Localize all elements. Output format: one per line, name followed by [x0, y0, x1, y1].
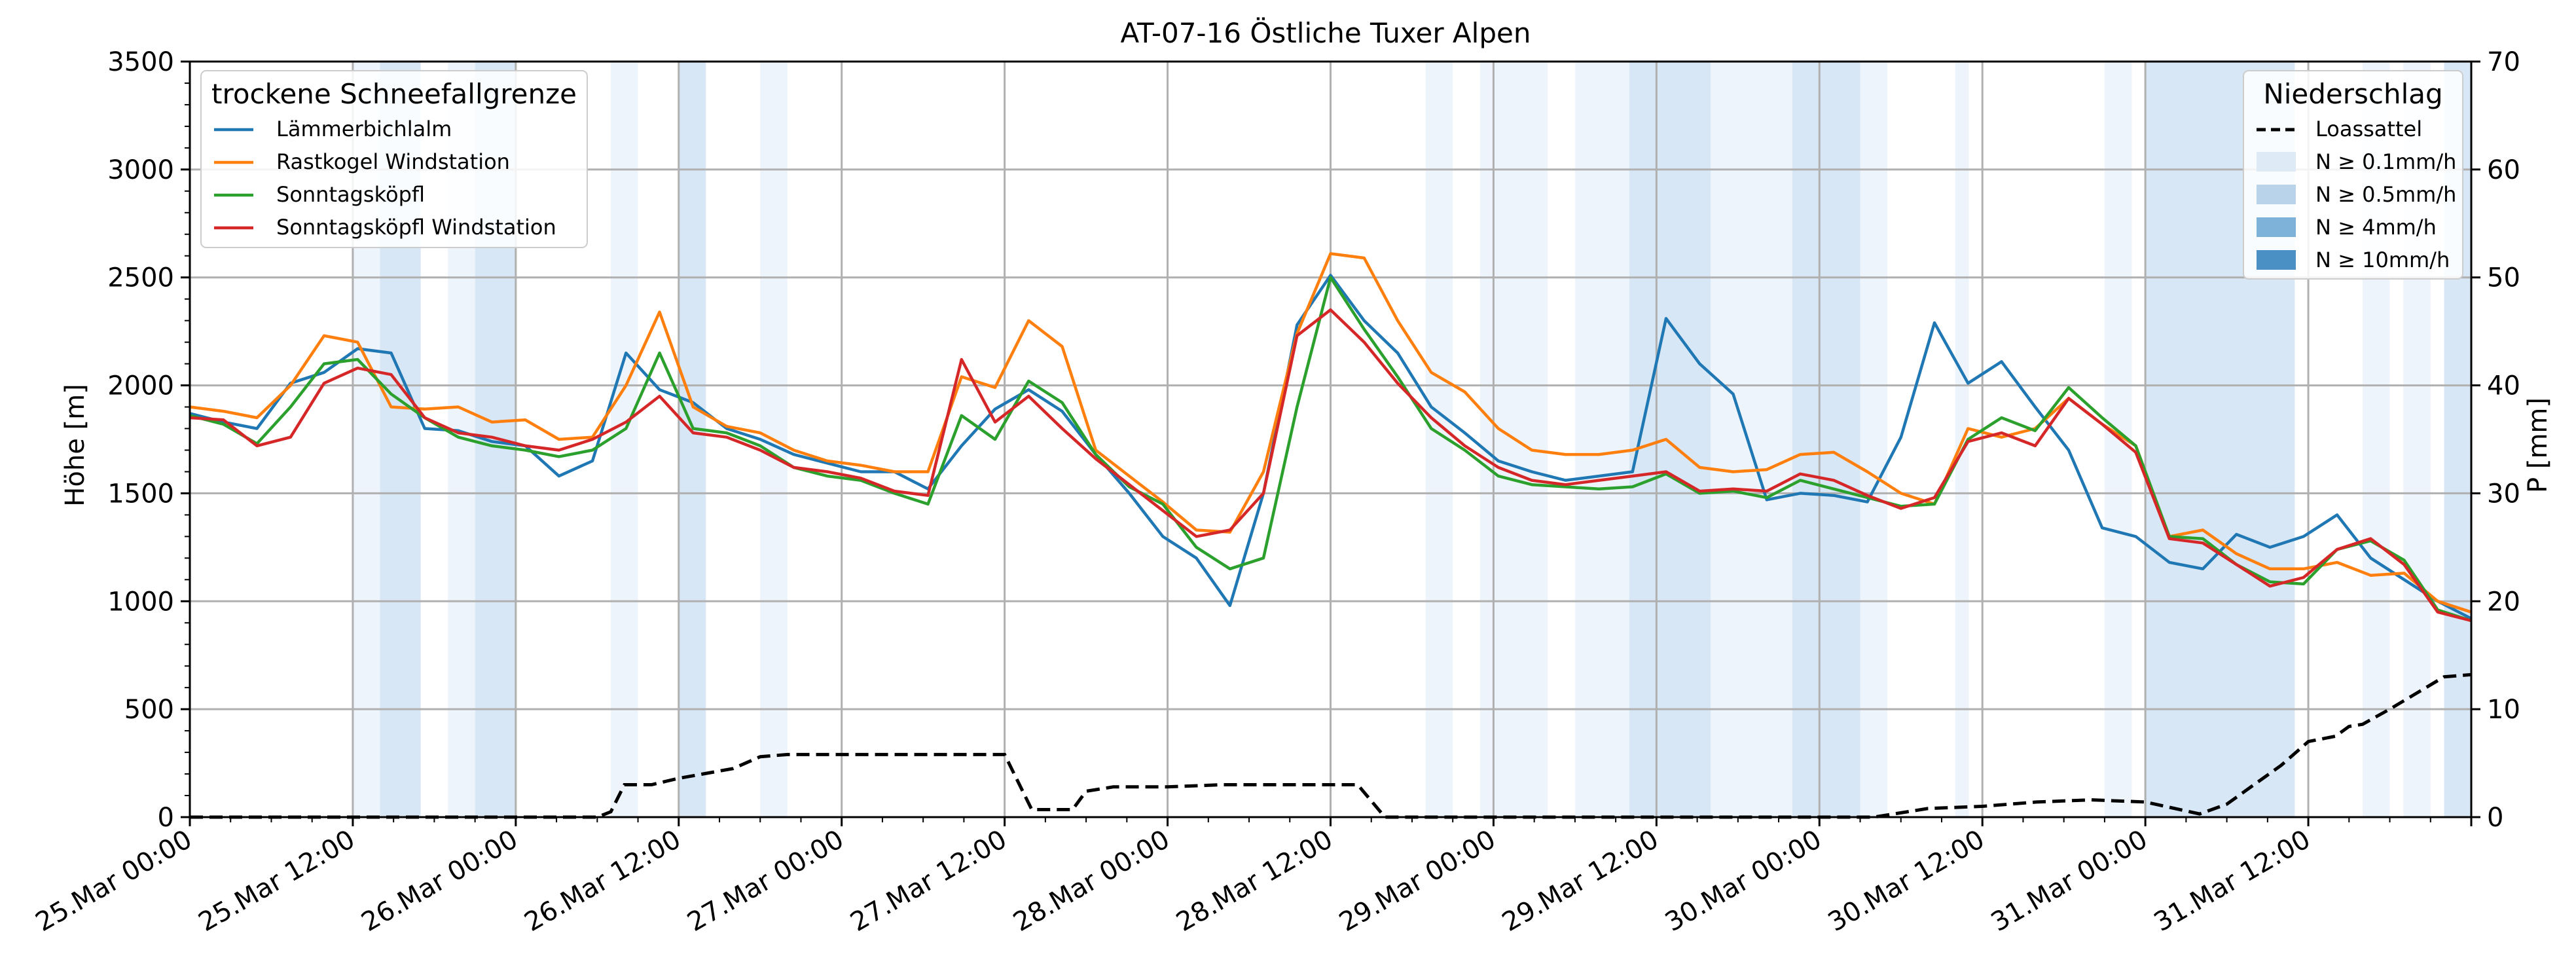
- x-tick-label-12: 31.Mar 00:00: [1986, 824, 2152, 938]
- precip-band-12: [1792, 62, 1860, 817]
- y2-tick-label-2: 20: [2487, 587, 2520, 617]
- y-tick-label-7: 3500: [107, 47, 174, 77]
- precip-band-11: [1711, 62, 1792, 817]
- precip-band-4: [611, 62, 638, 817]
- legend-precip-swatch-2: [2257, 185, 2296, 204]
- legend-precip-label-0: Loassattel: [2315, 117, 2422, 141]
- x-tick-label-10: 30.Mar 00:00: [1660, 824, 1826, 938]
- legend-snow-label-0: Lämmerbichlalm: [276, 117, 452, 141]
- legend-precip-swatch-3: [2257, 217, 2296, 237]
- legend-precip-label-2: N ≥ 0.5mm/h: [2315, 182, 2456, 207]
- legend-precip-swatch-4: [2257, 250, 2296, 270]
- legend-precip-title: Niederschlag: [2263, 78, 2442, 110]
- legend-snow-box: [200, 70, 588, 248]
- precip-band-13: [1860, 62, 1888, 817]
- x-tick-label-2: 26.Mar 00:00: [357, 824, 523, 938]
- x-tick-label-13: 31.Mar 12:00: [2149, 824, 2315, 938]
- legend-precip-swatch-1: [2257, 152, 2296, 172]
- x-tick-label-8: 29.Mar 00:00: [1334, 824, 1500, 938]
- y2-tick-label-4: 40: [2487, 371, 2520, 401]
- legend-precip-label-3: N ≥ 4mm/h: [2315, 215, 2437, 240]
- series-line-sonntagsk-pfl: [189, 276, 2472, 623]
- legend-snow-label-2: Sonntagsköpfl: [276, 182, 425, 207]
- legend-precip-label-1: N ≥ 0.1mm/h: [2315, 149, 2456, 174]
- x-tick-label-7: 28.Mar 12:00: [1171, 824, 1337, 938]
- y-tick-label-3: 1500: [107, 479, 174, 509]
- y2-tick-label-1: 10: [2487, 695, 2520, 725]
- series-line-sonntagsk-pfl-windstation: [189, 308, 2472, 623]
- precip-band-10: [1629, 62, 1711, 817]
- chart-title: AT-07-16 Östliche Tuxer Alpen: [1121, 16, 1531, 49]
- y-tick-label-5: 2500: [107, 263, 174, 293]
- legend-snowline: trockene Schneefallgrenze Lämmerbichlalm R…: [200, 70, 588, 248]
- legend-precipitation: Niederschlag Loassattel N ≥ 0.1mm/h N ≥ 0.5…: [2243, 70, 2463, 280]
- x-tick-label-6: 28.Mar 00:00: [1008, 824, 1174, 938]
- y2-tick-label-5: 50: [2487, 263, 2520, 293]
- y2-tick-label-3: 30: [2487, 479, 2520, 509]
- x-tick-label-1: 25.Mar 12:00: [194, 824, 360, 938]
- y-tick-label-1: 500: [124, 695, 174, 725]
- legend-snow-title: trockene Schneefallgrenze: [211, 78, 577, 110]
- legend-precip-label-4: N ≥ 10mm/h: [2315, 247, 2450, 272]
- series-line-l-mmerbichlalm: [189, 274, 2473, 620]
- x-tick-label-9: 29.Mar 12:00: [1497, 824, 1663, 938]
- y2-tick-label-0: 0: [2487, 803, 2503, 833]
- x-tick-label-4: 27.Mar 00:00: [682, 824, 848, 938]
- y-axis-title: Höhe [m]: [60, 384, 90, 506]
- precip-band-5: [678, 62, 706, 817]
- x-tick-label-11: 30.Mar 12:00: [1823, 824, 1989, 938]
- precip-band-9: [1574, 62, 1629, 817]
- y-tick-label-0: 0: [158, 803, 174, 833]
- precip-bands: [352, 62, 2471, 817]
- legend-snow-label-3: Sonntagsköpfl Windstation: [276, 215, 556, 240]
- x-tick-label-3: 26.Mar 12:00: [519, 824, 685, 938]
- y-tick-label-2: 1000: [107, 587, 174, 617]
- axes: [181, 60, 2480, 826]
- y2-tick-label-7: 70: [2487, 47, 2520, 77]
- x-tick-label-5: 27.Mar 12:00: [845, 824, 1011, 938]
- y-tick-label-6: 3000: [107, 155, 174, 185]
- legend-precip-box: [2243, 70, 2463, 280]
- legend-snow-label-1: Rastkogel Windstation: [276, 149, 510, 174]
- y-tick-label-4: 2000: [107, 371, 174, 401]
- y2-tick-label-6: 60: [2487, 155, 2520, 185]
- x-tick-label-0: 25.Mar 00:00: [31, 824, 197, 938]
- y2-axis-title: P [mm]: [2523, 397, 2553, 493]
